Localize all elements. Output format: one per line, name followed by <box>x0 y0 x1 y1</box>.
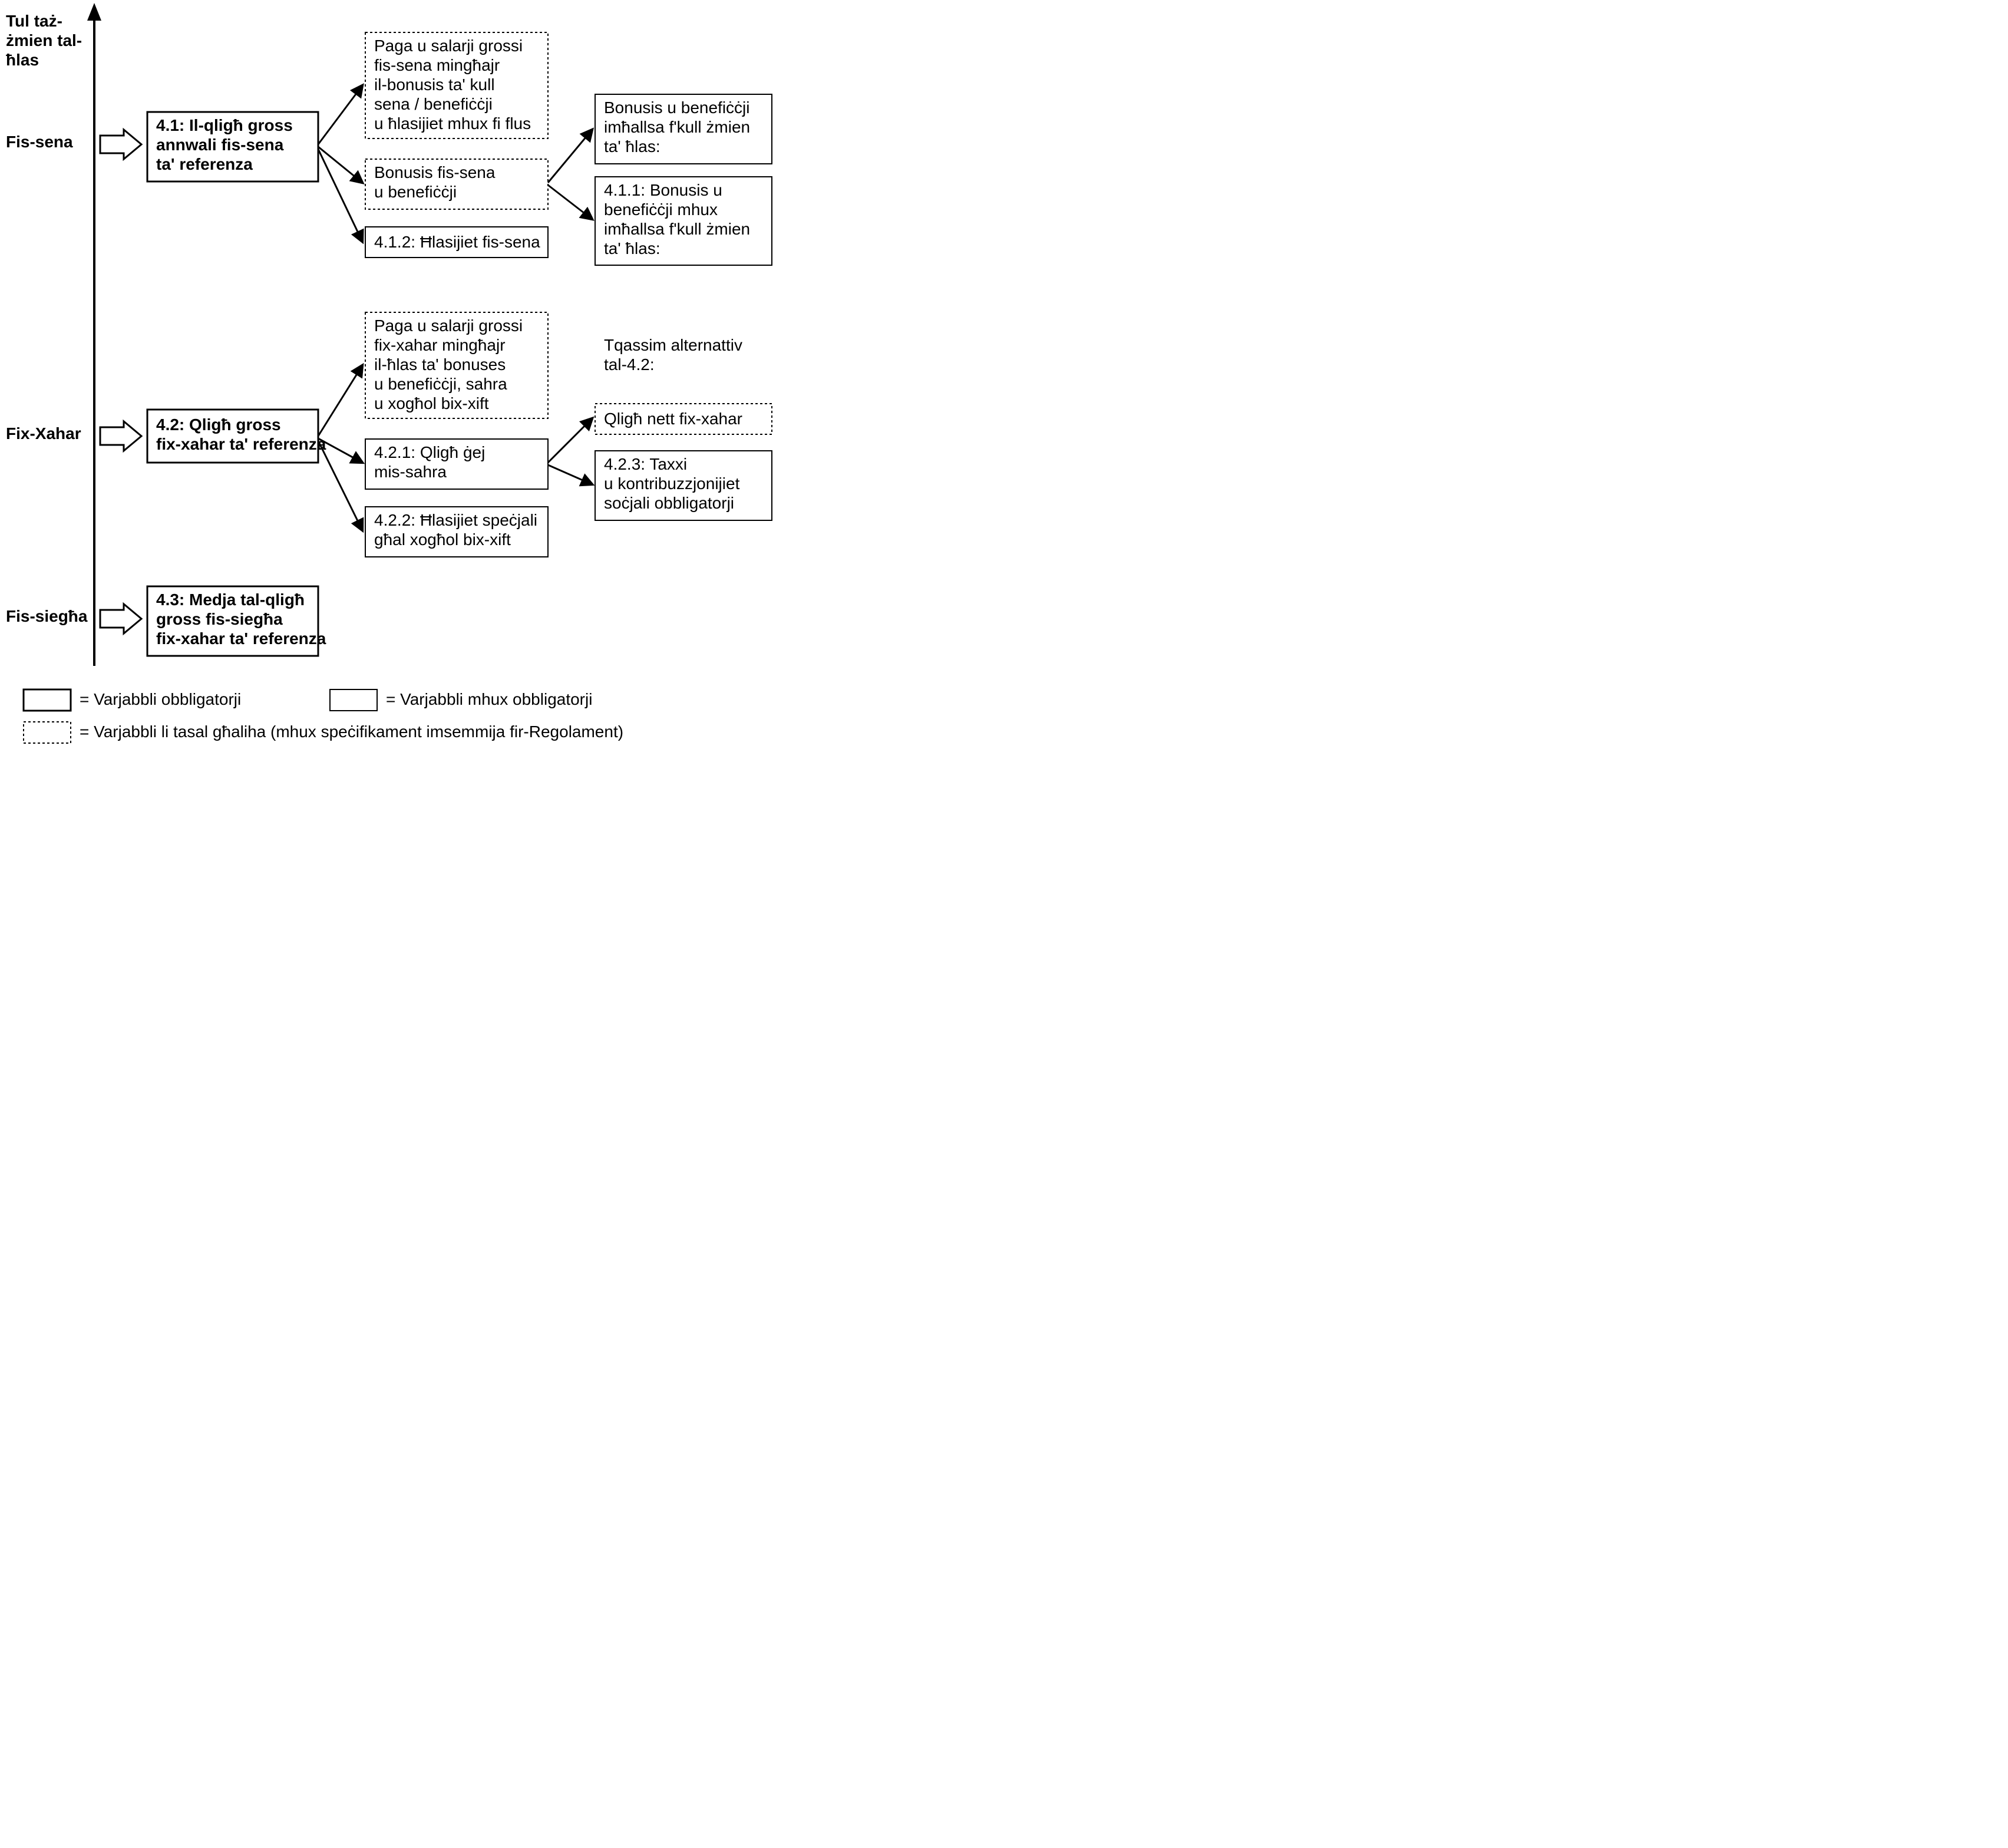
svg-text:mis-sahra: mis-sahra <box>374 463 447 481</box>
svg-text:ta' ħlas:: ta' ħlas: <box>604 137 660 156</box>
axis-title-l2: żmien tal- <box>6 31 82 50</box>
svg-text:u ħlasijiet mhux fi flus: u ħlasijiet mhux fi flus <box>374 114 531 133</box>
axis-title-l1: Tul taż- <box>6 12 62 30</box>
svg-text:Paga u salarji grossi: Paga u salarji grossi <box>374 316 523 335</box>
svg-text:Bonusis u benefiċċji: Bonusis u benefiċċji <box>604 98 749 117</box>
svg-text:għal xogħol bix-xift: għal xogħol bix-xift <box>374 530 511 549</box>
svg-text:soċjali obbligatorji: soċjali obbligatorji <box>604 494 734 512</box>
svg-text:4.1: Il-qligħ gross: 4.1: Il-qligħ gross <box>156 116 293 134</box>
svg-text:ta' referenza: ta' referenza <box>156 155 253 173</box>
svg-text:4.2.3: Taxxi: 4.2.3: Taxxi <box>604 455 687 473</box>
svg-text:gross fis-siegħa: gross fis-siegħa <box>156 610 283 628</box>
svg-text:u kontribuzzjonijiet: u kontribuzzjonijiet <box>604 474 740 493</box>
box-4-2-3: 4.2.3: Taxxi u kontribuzzjonijiet soċjal… <box>595 451 772 520</box>
box-4-1-1: 4.1.1: Bonusis u benefiċċji mhux imħalls… <box>595 177 772 265</box>
box-gross-wages-year: Paga u salarji grossi fis-sena mingħajr … <box>365 32 548 138</box>
box-4-3: 4.3: Medja tal-qligħ gross fis-siegħa fi… <box>147 586 326 656</box>
box-gross-wages-month: Paga u salarji grossi fix-xahar mingħajr… <box>365 312 548 418</box>
box-4-2: 4.2: Qligħ gross fix-xahar ta' referenza <box>147 410 326 463</box>
alt-breakdown-l1: Tqassim alternattiv <box>604 336 742 354</box>
box-4-2-2: 4.2.2: Ħlasijiet speċjali għal xogħol bi… <box>365 507 548 557</box>
box-bonuses-year: Bonusis fis-sena u benefiċċji <box>365 159 548 209</box>
label-fis-siegha: Fis-siegħa <box>6 607 88 625</box>
svg-text:żmien tal-: żmien tal- <box>6 31 82 50</box>
svg-text:imħallsa f'kull żmien: imħallsa f'kull żmien <box>604 118 750 136</box>
svg-text:Qligħ nett fix-xahar: Qligħ nett fix-xahar <box>604 410 742 428</box>
legend: = Varjabbli obbligatorji = Varjabbli mhu… <box>24 689 623 743</box>
box-bonus-each-pay: Bonusis u benefiċċji imħallsa f'kull żmi… <box>595 94 772 164</box>
box-net-monthly: Qligħ nett fix-xahar <box>595 404 772 434</box>
svg-text:il-bonusis ta' kull: il-bonusis ta' kull <box>374 75 495 94</box>
svg-text:u xogħol bix-xift: u xogħol bix-xift <box>374 394 489 412</box>
svg-text:fis-sena mingħajr: fis-sena mingħajr <box>374 56 500 74</box>
label-fix-xahar: Fix-Xahar <box>6 424 81 443</box>
svg-text:il-ħlas ta' bonuses: il-ħlas ta' bonuses <box>374 355 506 374</box>
svg-text:4.3: Medja tal-qligħ: 4.3: Medja tal-qligħ <box>156 590 305 609</box>
svg-text:u benefiċċji: u benefiċċji <box>374 183 457 201</box>
svg-text:annwali fis-sena: annwali fis-sena <box>156 136 284 154</box>
axis-title-l3: ħlas <box>6 51 39 69</box>
label-fis-sena: Fis-sena <box>6 133 73 151</box>
svg-text:fix-xahar ta' referenza: fix-xahar ta' referenza <box>156 435 326 453</box>
svg-text:4.2.2: Ħlasijiet speċjali: 4.2.2: Ħlasijiet speċjali <box>374 511 537 529</box>
svg-text:4.2.1: Qligħ ġej: 4.2.1: Qligħ ġej <box>374 443 485 461</box>
svg-text:Tul taż-: Tul taż- <box>6 12 62 30</box>
svg-text:= Varjabbli li tasal għaliha (: = Varjabbli li tasal għaliha (mhux speċi… <box>80 722 623 741</box>
svg-text:= Varjabbli obbligatorji: = Varjabbli obbligatorji <box>80 690 241 708</box>
box-4-2-1: 4.2.1: Qligħ ġej mis-sahra <box>365 439 548 489</box>
y-axis-arrowhead <box>87 3 101 21</box>
svg-text:u benefiċċji, sahra: u benefiċċji, sahra <box>374 375 507 393</box>
hollow-arrow-2 <box>100 421 141 451</box>
svg-text:ta' ħlas:: ta' ħlas: <box>604 239 660 258</box>
svg-text:fix-xahar mingħajr: fix-xahar mingħajr <box>374 336 506 354</box>
alt-breakdown-l2: tal-4.2: <box>604 355 655 374</box>
svg-text:fix-xahar ta' referenza: fix-xahar ta' referenza <box>156 629 326 648</box>
svg-text:Bonusis fis-sena: Bonusis fis-sena <box>374 163 496 182</box>
svg-text:ħlas: ħlas <box>6 51 39 69</box>
hollow-arrow-3 <box>100 604 141 633</box>
box-4-1-2: 4.1.2: Ħlasijiet fis-sena <box>365 227 548 258</box>
svg-text:imħallsa f'kull żmien: imħallsa f'kull żmien <box>604 220 750 238</box>
svg-text:benefiċċji mhux: benefiċċji mhux <box>604 200 718 219</box>
svg-text:4.1.2: Ħlasijiet fis-sena: 4.1.2: Ħlasijiet fis-sena <box>374 233 540 251</box>
svg-text:Paga u salarji grossi: Paga u salarji grossi <box>374 37 523 55</box>
flowchart: Tul taż- żmien tal- ħlas Fis-sena Fix-Xa… <box>0 0 825 760</box>
svg-text:sena / benefiċċji: sena / benefiċċji <box>374 95 493 113</box>
svg-text:4.2: Qligħ gross: 4.2: Qligħ gross <box>156 415 281 434</box>
hollow-arrow-1 <box>100 130 141 159</box>
svg-text:4.1.1: Bonusis u: 4.1.1: Bonusis u <box>604 181 722 199</box>
svg-text:= Varjabbli mhux obbligatorji: = Varjabbli mhux obbligatorji <box>386 690 592 708</box>
box-4-1: 4.1: Il-qligħ gross annwali fis-sena ta'… <box>147 112 318 182</box>
